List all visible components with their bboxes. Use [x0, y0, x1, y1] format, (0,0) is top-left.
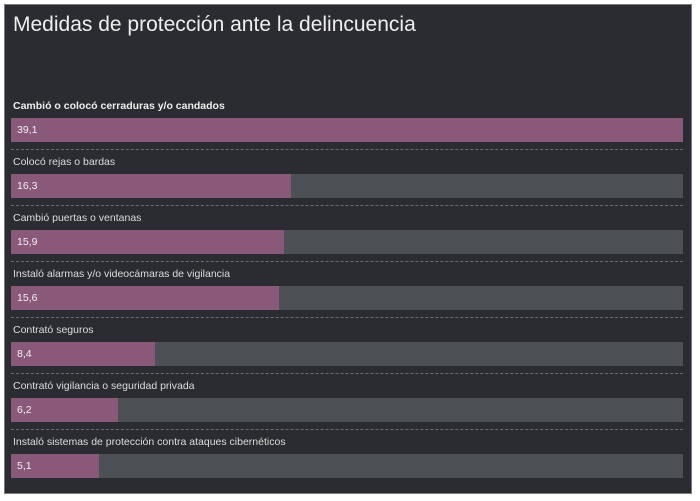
- bar-rows: Cambió o colocó cerraduras y/o candados 3…: [5, 94, 691, 486]
- bar-row: Instaló sistemas de protección contra at…: [5, 430, 691, 486]
- row-separator: [11, 373, 683, 374]
- row-separator: [11, 429, 683, 430]
- bar-track: 15,6: [11, 286, 683, 310]
- bar-track: 6,2: [11, 398, 683, 422]
- bar-row: Contrató vigilancia o seguridad privada 6…: [5, 374, 691, 430]
- row-separator: [11, 261, 683, 262]
- row-separator: [11, 205, 683, 206]
- bar-track: 8,4: [11, 342, 683, 366]
- bar-track: 15,9: [11, 230, 683, 254]
- chart-panel: Medidas de protección ante la delincuenc…: [4, 4, 692, 494]
- bar: [11, 286, 279, 310]
- chart-title: Medidas de protección ante la delincuenc…: [13, 13, 416, 36]
- value-label: 39,1: [17, 124, 38, 136]
- bar: [11, 174, 291, 198]
- bar-track: 5,1: [11, 454, 683, 478]
- bar: [11, 398, 118, 422]
- bar-row: Cambió o colocó cerraduras y/o candados 3…: [5, 94, 691, 150]
- bar-track: 39,1: [11, 118, 683, 142]
- value-label: 15,6: [17, 292, 38, 304]
- value-label: 6,2: [17, 404, 32, 416]
- value-label: 15,9: [17, 236, 38, 248]
- bar: [11, 118, 683, 142]
- bar-row: Colocó rejas o bardas 16,3: [5, 150, 691, 206]
- bar: [11, 342, 155, 366]
- bar-row: Cambió puertas o ventanas 15,9: [5, 206, 691, 262]
- value-label: 5,1: [17, 460, 32, 472]
- value-label: 8,4: [17, 348, 32, 360]
- row-separator: [11, 317, 683, 318]
- value-label: 16,3: [17, 180, 38, 192]
- bar-track: 16,3: [11, 174, 683, 198]
- category-label: Cambió o colocó cerraduras y/o candados: [13, 100, 225, 112]
- category-label: Instaló sistemas de protección contra at…: [13, 436, 286, 448]
- category-label: Cambió puertas o ventanas: [13, 212, 142, 224]
- bar-row: Instaló alarmas y/o videocámaras de vigi…: [5, 262, 691, 318]
- category-label: Instaló alarmas y/o videocámaras de vigi…: [13, 268, 231, 280]
- bar: [11, 230, 284, 254]
- category-label: Contrató seguros: [13, 324, 94, 336]
- bar-row: Contrató seguros 8,4: [5, 318, 691, 374]
- category-label: Contrató vigilancia o seguridad privada: [13, 380, 195, 392]
- category-label: Colocó rejas o bardas: [13, 156, 116, 168]
- bar: [11, 454, 99, 478]
- row-separator: [11, 149, 683, 150]
